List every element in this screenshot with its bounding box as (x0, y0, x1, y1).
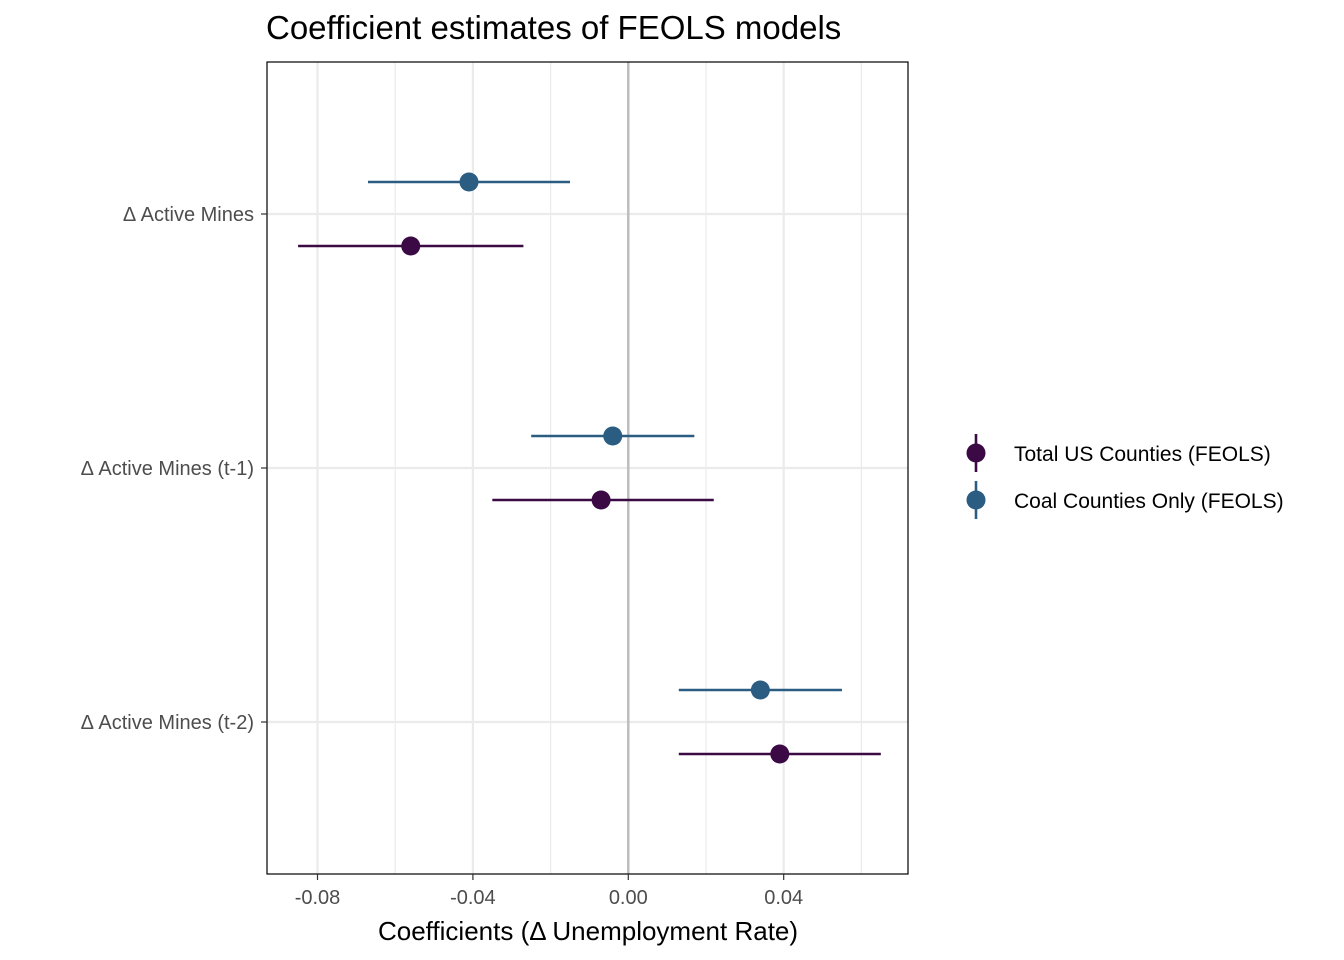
marks-layer (298, 172, 881, 764)
estimate-point (591, 490, 611, 510)
legend-item: Total US Counties (FEOLS) (966, 434, 1271, 472)
estimate-point (401, 236, 421, 256)
estimate-point (750, 680, 770, 700)
y-tick-label: Δ Active Mines (123, 204, 254, 226)
legend-point-key (966, 443, 986, 463)
legend-label: Coal Counties Only (FEOLS) (1014, 490, 1284, 513)
x-axis-title: Coefficients (Δ Unemployment Rate) (378, 916, 798, 946)
x-tick-label: -0.08 (295, 887, 341, 909)
x-tick-label: 0.04 (764, 887, 803, 909)
grid-layer (267, 62, 908, 874)
estimate-point (459, 172, 479, 192)
x-tick-label: 0.00 (609, 887, 648, 909)
legend-label: Total US Counties (FEOLS) (1014, 443, 1271, 466)
legend-item: Coal Counties Only (FEOLS) (966, 481, 1284, 519)
axis-layer: -0.08 -0.04 0.00 0.04 Δ Active Mines Δ Active… (81, 61, 909, 909)
legend: Total US Counties (FEOLS) Coal Counties O… (966, 434, 1284, 519)
y-tick-label: Δ Active Mines (t-2) (81, 712, 254, 734)
estimate-point (603, 426, 623, 446)
estimate-point (770, 744, 790, 764)
chart-title: Coefficient estimates of FEOLS models (266, 9, 841, 46)
x-tick-label: -0.04 (450, 887, 496, 909)
legend-point-key (966, 490, 986, 510)
y-tick-label: Δ Active Mines (t-1) (81, 458, 254, 480)
